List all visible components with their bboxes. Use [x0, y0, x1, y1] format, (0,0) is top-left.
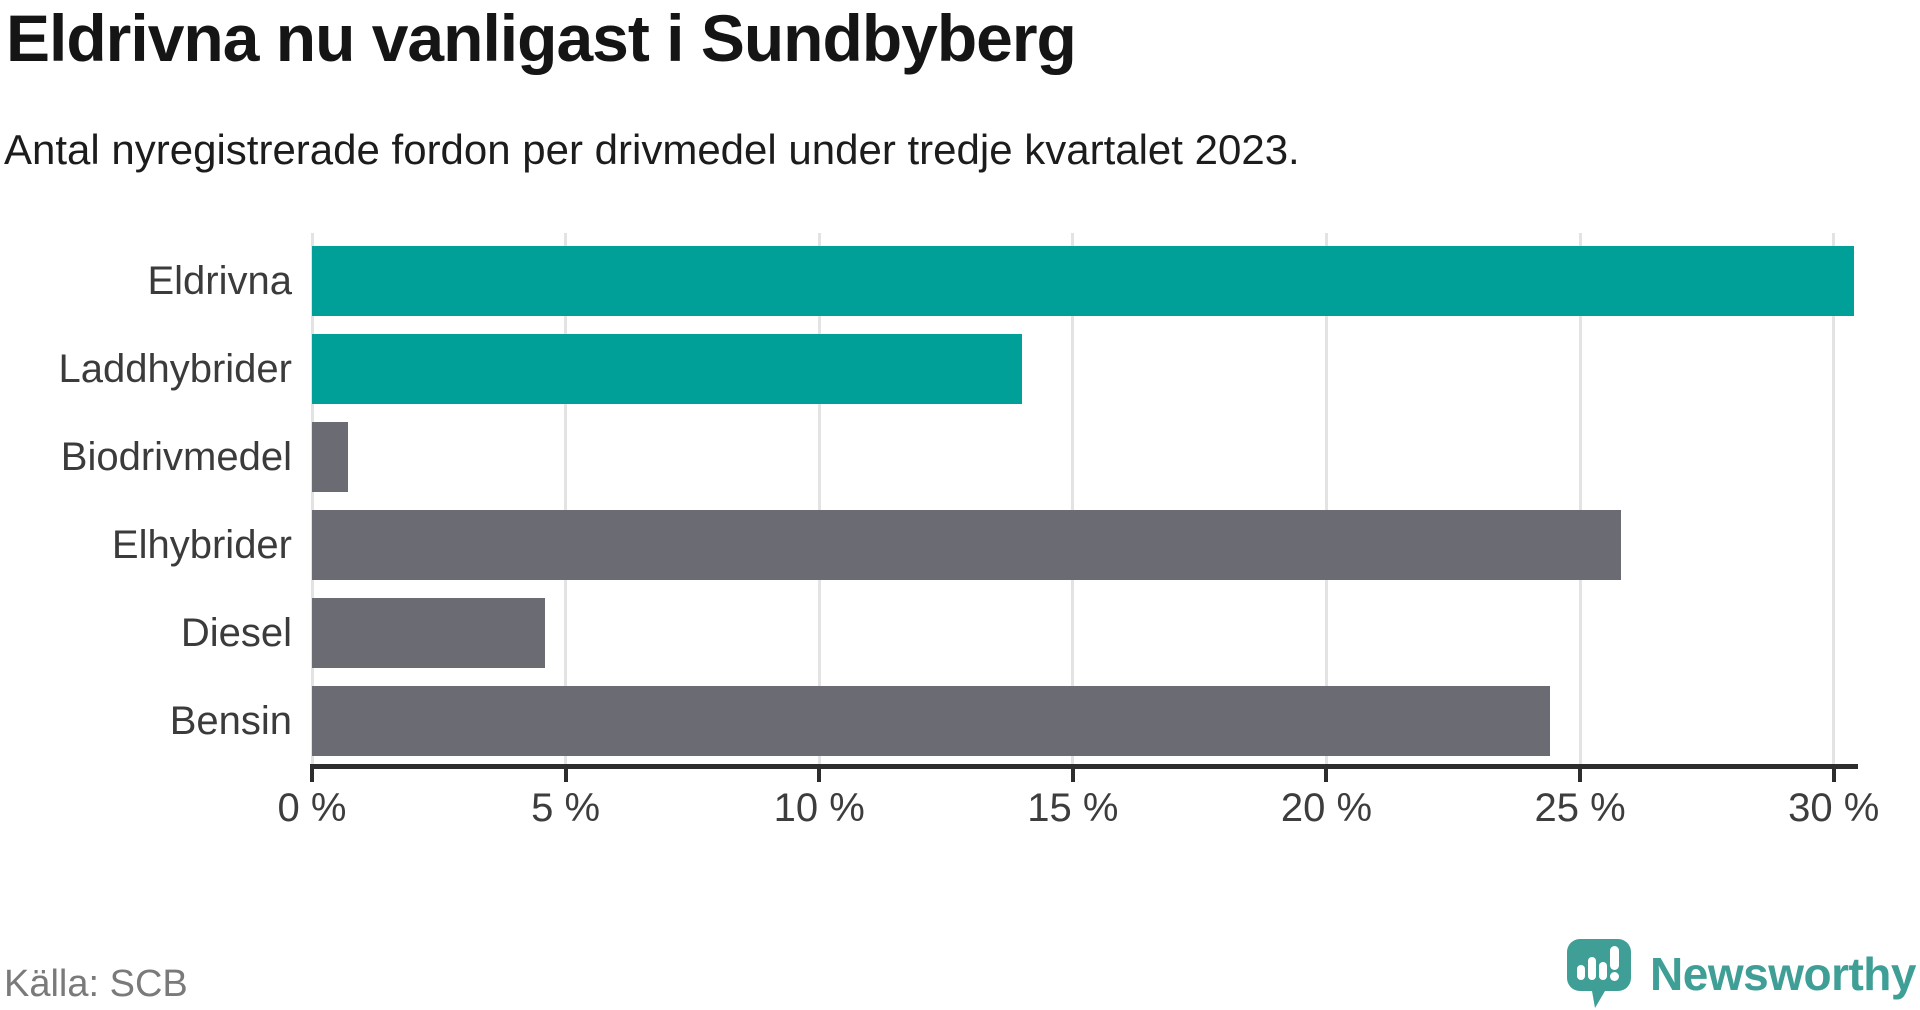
gridline-0: [310, 233, 314, 765]
gridline-5: [564, 233, 568, 765]
category-label-bensin: Bensin: [169, 698, 292, 743]
plot-area: [310, 233, 1854, 765]
x-axis-tick-5: [563, 764, 568, 782]
bar-elhybrider: [312, 510, 1621, 580]
x-axis-tick-label-5: 5 %: [531, 786, 601, 830]
bar-bensin: [312, 686, 1550, 756]
category-label-elhybrider: Elhybrider: [111, 522, 292, 567]
x-axis-line: [311, 764, 1858, 769]
x-axis-tick-0: [310, 764, 314, 782]
x-axis-tick-label-15: 15 %: [1027, 786, 1119, 830]
gridline-30: [1832, 233, 1836, 765]
chart-subtitle: Antal nyregistrerade fordon per drivmede…: [4, 126, 1300, 173]
bar-biodrivmedel: [312, 422, 348, 492]
newsworthy-logo: Newsworthy: [1566, 938, 1916, 1010]
x-axis-tick-15: [1070, 764, 1075, 782]
x-axis-tick-10: [817, 764, 822, 782]
gridline-15: [1071, 233, 1075, 765]
newsworthy-wordmark: Newsworthy: [1650, 948, 1916, 1000]
x-axis-tick-label-0: 0 %: [277, 786, 347, 830]
source-note: Källa: SCB: [4, 963, 188, 1005]
chart-title: Eldrivna nu vanligast i Sundbyberg: [6, 1, 1077, 75]
gridline-10: [817, 233, 821, 765]
newsworthy-speech-bubble-chart-icon: [1567, 939, 1632, 1008]
category-label-laddhybrider: Laddhybrider: [58, 346, 293, 391]
x-axis-tick-label-20: 20 %: [1280, 786, 1373, 830]
category-label-biodrivmedel: Biodrivmedel: [60, 434, 292, 479]
x-axis-tick-label-10: 10 %: [773, 786, 865, 830]
gridline-25: [1578, 233, 1582, 765]
bar-laddhybrider: [312, 334, 1023, 404]
gridline-20: [1324, 233, 1328, 765]
x-axis-tick-25: [1578, 764, 1583, 782]
x-axis-tick-label-25: 25 %: [1534, 786, 1626, 830]
bar-diesel: [312, 598, 546, 668]
category-label-eldrivna: Eldrivna: [147, 258, 292, 303]
bar-eldrivna: [312, 246, 1854, 316]
x-axis-tick-label-30: 30 %: [1788, 786, 1880, 830]
x-axis-tick-30: [1831, 764, 1836, 782]
x-axis-tick-20: [1324, 764, 1329, 782]
category-label-diesel: Diesel: [180, 610, 292, 655]
